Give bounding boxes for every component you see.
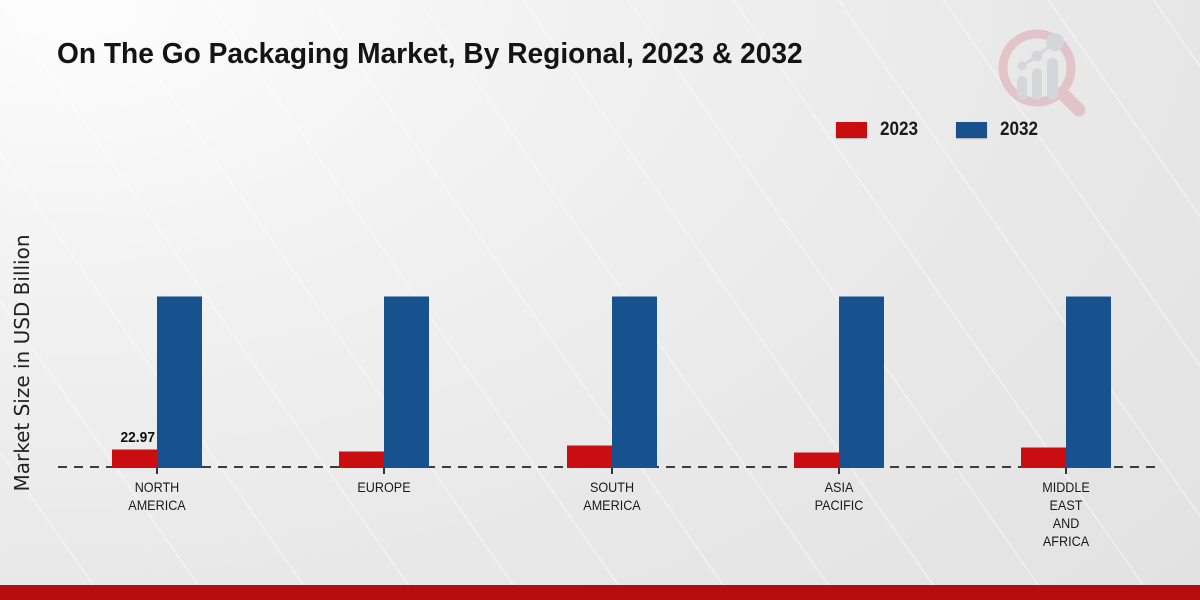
bar-2032-europe <box>384 296 430 468</box>
axis-tick-europe <box>383 468 386 474</box>
axis-tick-north-america <box>156 468 158 474</box>
bar-2023-asia-pacific <box>793 452 839 468</box>
legend-swatch-2023 <box>836 121 867 138</box>
bar-2032-middle-east-and-africa <box>1066 296 1111 468</box>
bar-2023-europe <box>339 451 385 468</box>
bar-2023-middle-east-and-africa <box>1021 447 1066 468</box>
legend-item-2023: 2023 <box>836 120 922 139</box>
magnifier-trend-chart-logo-icon <box>998 29 1086 117</box>
axis-tick-asia-pacific <box>837 468 840 474</box>
bar-2023-north-america <box>112 449 157 468</box>
legend: 2023 2032 <box>836 120 1043 139</box>
legend-label-2032: 2032 <box>1000 119 1039 140</box>
axis-tick-middle-east-and-africa <box>1065 468 1067 474</box>
legend-item-2032: 2032 <box>956 120 1042 139</box>
page-title: On The Go Packaging Market, By Regional,… <box>57 38 803 70</box>
bar-2032-north-america <box>157 296 202 468</box>
bar-2032-asia-pacific <box>838 296 884 468</box>
category-label-europe: EUROPE <box>357 479 411 495</box>
footer-accent-bar <box>0 585 1200 600</box>
category-label-south-america: SOUTH AMERICA <box>582 479 641 513</box>
category-label-asia-pacific: ASIA PACIFIC <box>814 479 864 513</box>
bar-2032-south-america <box>611 296 657 468</box>
category-label-north-america: NORTH AMERICA <box>128 479 186 513</box>
axis-tick-south-america <box>610 468 613 474</box>
bar-2023-south-america <box>566 445 612 468</box>
category-label-middle-east-and-africa: MIDDLE EAST AND AFRICA <box>1042 479 1090 549</box>
legend-swatch-2032 <box>956 121 988 138</box>
bar-value-label-north-america-2023: 22.97 <box>120 429 155 446</box>
legend-label-2023: 2023 <box>880 119 919 140</box>
